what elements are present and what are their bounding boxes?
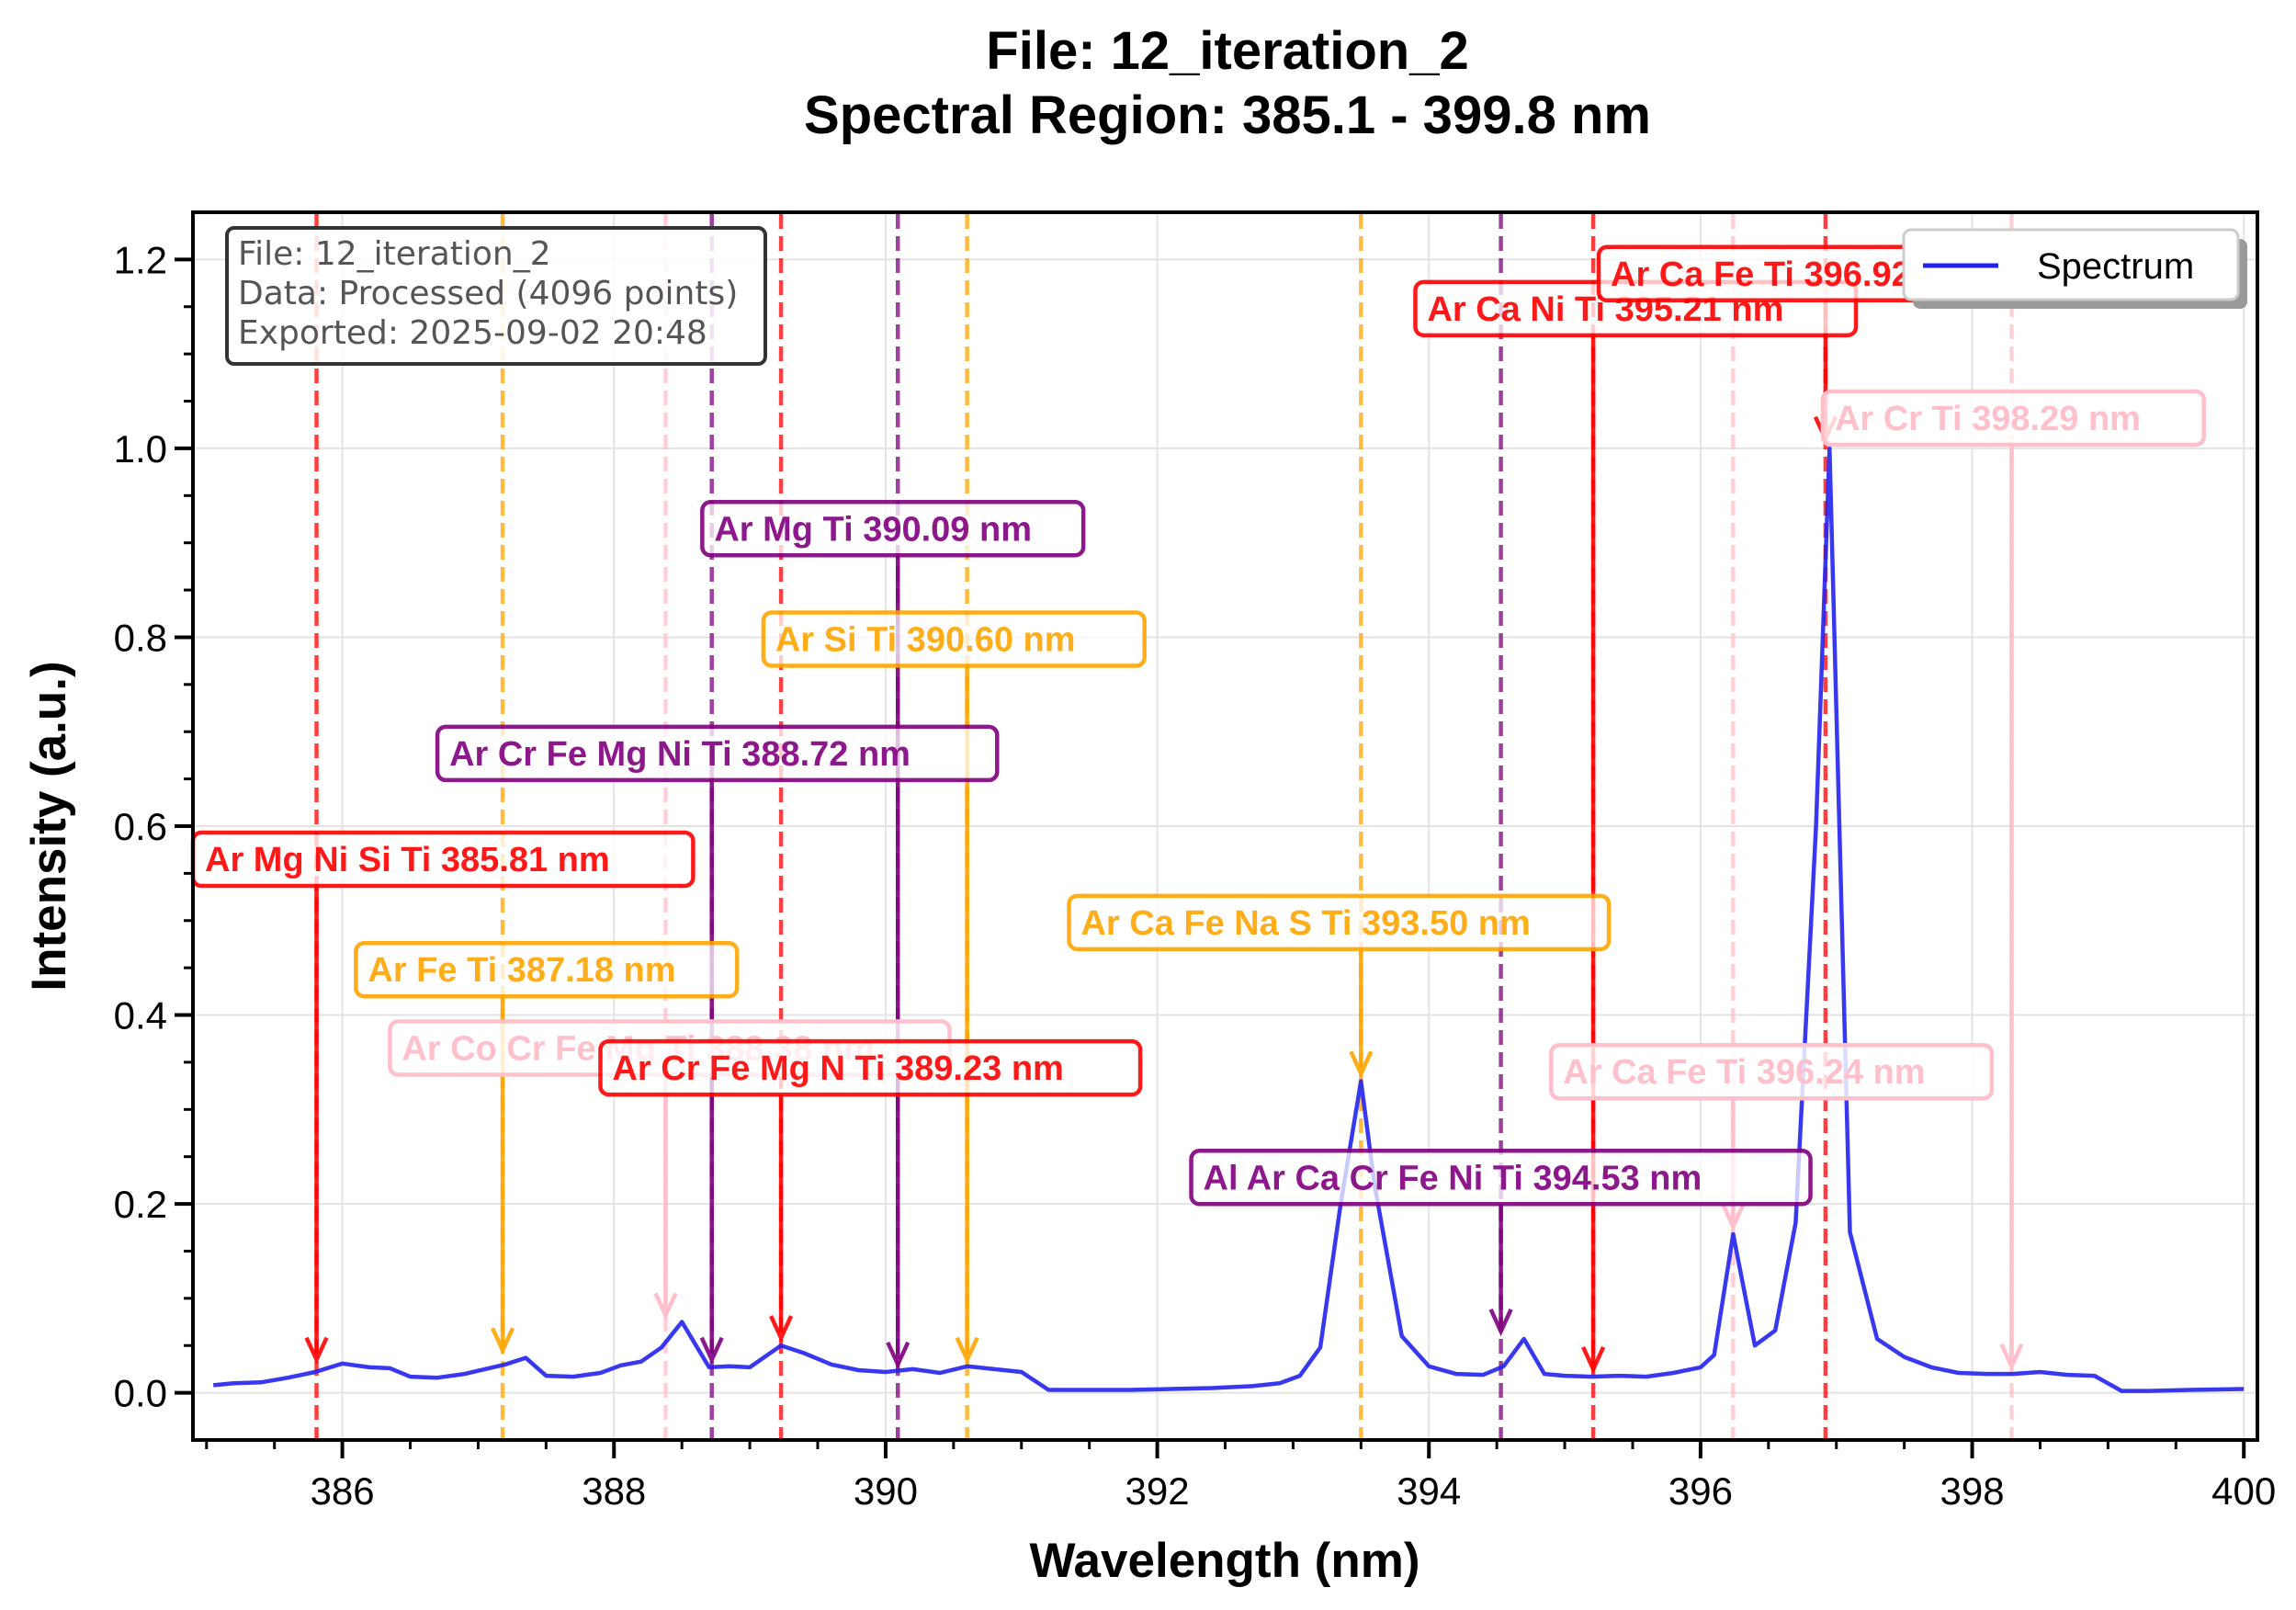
- annotation-label-0: Ar Mg Ni Si Ti 385.81 nm: [205, 841, 610, 879]
- annotation-label-1: Ar Fe Ti 387.18 nm: [368, 951, 675, 990]
- annotation-label-7: Ar Ca Fe Na S Ti 393.50 nm: [1080, 904, 1530, 943]
- y-tick-label-2: 0.4: [114, 994, 167, 1037]
- x-tick-label-4: 394: [1397, 1469, 1461, 1513]
- annotation-box-7: [1067, 893, 1612, 952]
- annotation-arrowhead-2: [653, 1292, 678, 1321]
- info-box-frame: [225, 226, 767, 366]
- x-axis-label: Wavelength (nm): [1030, 1534, 1420, 1588]
- annotation-box-5: [700, 500, 1086, 558]
- annotation-arrowhead-6: [955, 1336, 979, 1366]
- chart-title-line2: Spectral Region: 385.1 - 399.8 nm: [804, 85, 1651, 145]
- y-axis-label: Intensity (a.u.): [22, 661, 76, 991]
- x-axis-ticks: 386 388 390 392 394 396 398 400: [205, 1440, 2276, 1513]
- annotation-label-4: Ar Cr Fe Mg N Ti 389.23 nm: [612, 1049, 1063, 1088]
- annotation-box-1: [354, 940, 740, 999]
- annotation-labels: Ar Mg Ni Si Ti 385.81 nm Ar Fe Ti 387.18 …: [190, 244, 2206, 1207]
- legend-label-spectrum: Spectrum: [2037, 246, 2194, 287]
- x-tick-label-7: 400: [2211, 1469, 2276, 1513]
- y-tick-label-3: 0.6: [114, 805, 167, 848]
- annotation-arrowhead-1: [491, 1327, 515, 1355]
- series-line-0: [212, 446, 2245, 1393]
- y-tick-label-5: 1.0: [114, 427, 167, 471]
- annotation-label-10: Ar Ca Fe Ti 396.24 nm: [1563, 1053, 1925, 1092]
- info-box: File: 12_iteration_2 Data: Processed (40…: [225, 226, 767, 366]
- legend-frame: [1902, 228, 2240, 301]
- annotation-label-3: Ar Cr Fe Mg Ni Ti 388.72 nm: [449, 735, 910, 774]
- annotation-box-4: [598, 1038, 1143, 1097]
- y-axis-ticks: 0.0 0.2 0.4 0.6 0.8 1.0 1.2: [114, 238, 193, 1415]
- legend: Spectrum: [1902, 228, 2247, 309]
- annotation-box-10: [1549, 1042, 1995, 1101]
- annotation-arrowhead-10: [1721, 1203, 1746, 1232]
- annotation-label-8: Al Ar Ca Cr Fe Ni Ti 394.53 nm: [1204, 1159, 1702, 1197]
- y-tick-label-0: 0.0: [114, 1372, 167, 1415]
- annotation-arrowhead-9: [1581, 1345, 1606, 1375]
- x-tick-label-5: 396: [1668, 1469, 1733, 1513]
- y-tick-label-1: 0.2: [114, 1183, 167, 1226]
- annotation-box-6: [761, 610, 1147, 668]
- annotation-label-6: Ar Si Ti 390.60 nm: [775, 621, 1076, 660]
- series-layer: [212, 446, 2245, 1393]
- annotation-box-3: [435, 724, 1000, 783]
- annotation-arrowhead-3: [699, 1336, 724, 1366]
- annotation-box-8: [1189, 1149, 1813, 1207]
- x-tick-label-2: 390: [854, 1469, 918, 1513]
- chart-title-line1: File: 12_iteration_2: [986, 21, 1468, 81]
- y-tick-label-6: 1.2: [114, 238, 167, 281]
- info-exported: Exported: 2025-09-02 20:48: [238, 314, 707, 352]
- annotation-arrowhead-0: [304, 1336, 329, 1366]
- info-data: Data: Processed (4096 points): [238, 275, 738, 312]
- annotation-arrowhead-12: [1999, 1343, 2024, 1372]
- annotation-arrowhead-7: [1349, 1050, 1374, 1079]
- info-file: File: 12_iteration_2: [238, 235, 551, 273]
- x-tick-label-1: 388: [582, 1469, 646, 1513]
- annotation-arrowhead-4: [769, 1315, 794, 1344]
- annotation-box-12: [1820, 389, 2206, 448]
- x-tick-label-3: 392: [1125, 1469, 1190, 1513]
- x-tick-label-6: 398: [1940, 1469, 2005, 1513]
- annotation-label-5: Ar Mg Ti 390.09 nm: [714, 510, 1032, 549]
- annotation-label-12: Ar Cr Ti 398.29 nm: [1835, 400, 2141, 438]
- annotation-arrowhead-5: [886, 1341, 910, 1370]
- y-tick-label-4: 0.8: [114, 616, 167, 659]
- annotation-arrowhead-8: [1488, 1308, 1513, 1337]
- x-tick-label-0: 386: [311, 1469, 375, 1513]
